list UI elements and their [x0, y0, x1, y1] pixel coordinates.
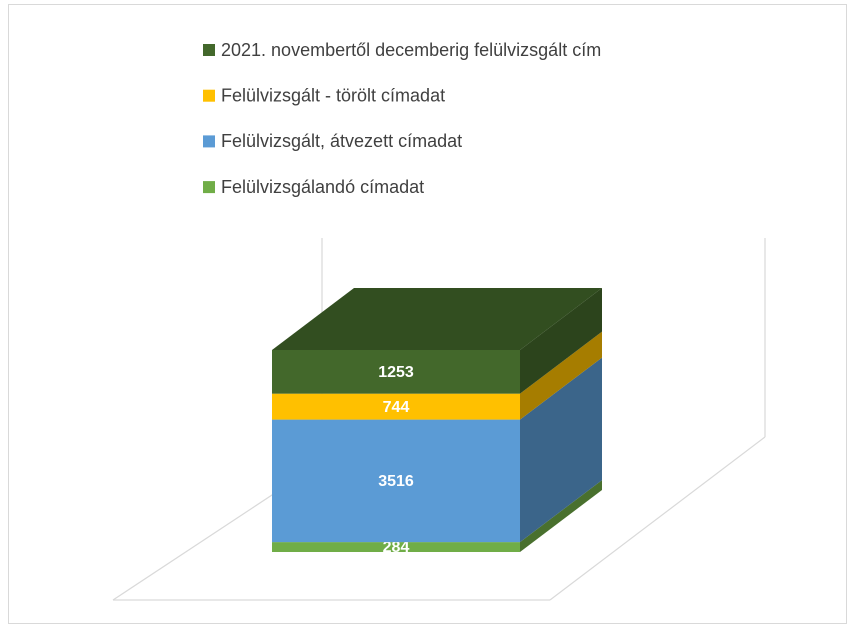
bar-segment: [272, 480, 602, 552]
data-label: 744: [383, 399, 410, 416]
legend-swatch: [203, 181, 215, 194]
bar-segment: [272, 288, 602, 394]
legend-label: 2021. novembertől decemberig felülvizsgá…: [221, 40, 601, 60]
bar-front: [272, 419, 520, 543]
data-label: 1253: [378, 364, 414, 381]
data-label: 284: [383, 539, 410, 556]
bar-front: [272, 393, 520, 420]
legend-swatch: [203, 135, 215, 148]
bar-side: [520, 480, 602, 552]
legend-label: Felülvizsgálandó címadat: [221, 177, 424, 197]
bar-front: [272, 542, 520, 552]
legend-swatch: [203, 44, 215, 56]
legend-label: Felülvizsgált, átvezett címadat: [221, 131, 462, 151]
legend-label: Felülvizsgált - törölt címadat: [221, 85, 445, 105]
bar-side: [520, 357, 602, 543]
bar-front: [272, 350, 520, 394]
data-label: 3516: [378, 473, 414, 490]
legend-swatch: [203, 89, 215, 102]
bar-side: [520, 331, 602, 420]
bar-segment: [272, 331, 602, 420]
bar-top: [272, 288, 602, 350]
floor-edge: [549, 436, 766, 601]
bar-segment: [272, 357, 602, 543]
bar-side: [520, 288, 602, 394]
